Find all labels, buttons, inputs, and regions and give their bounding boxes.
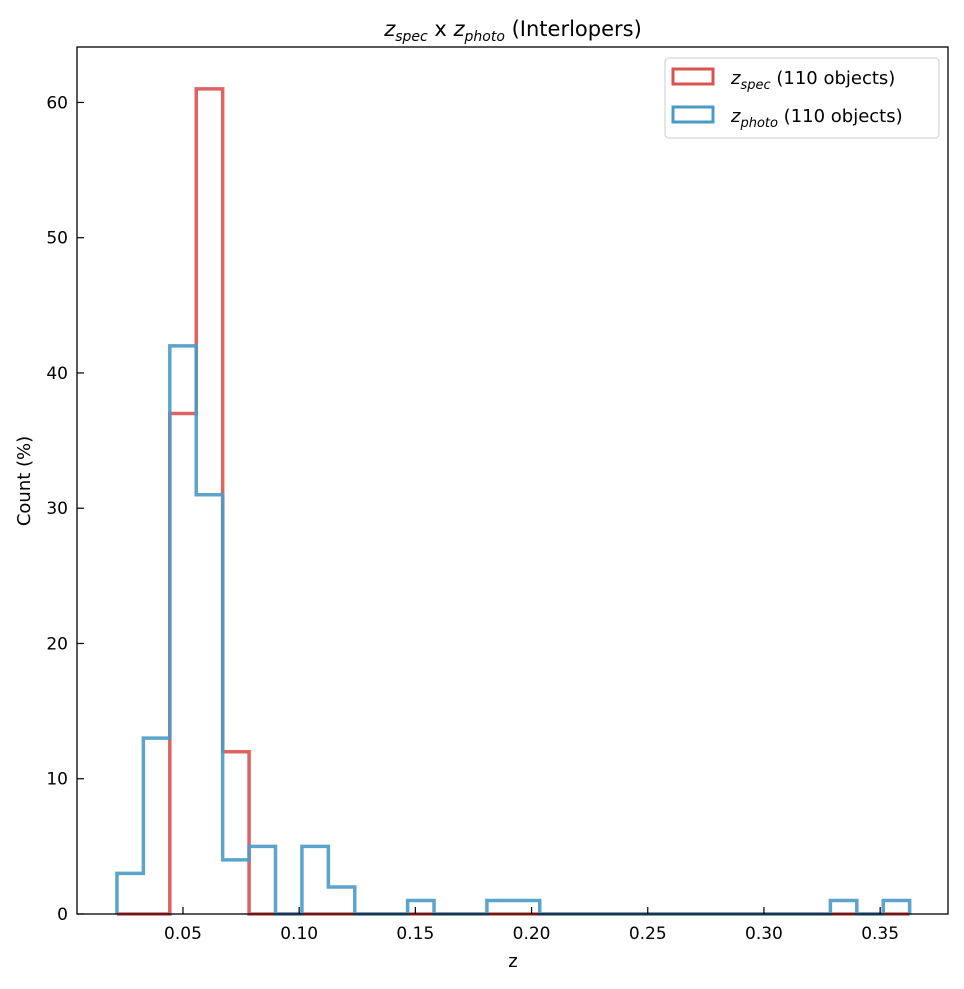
- step-line-z_spec: [116, 87, 910, 916]
- y-tick-label: 40: [46, 364, 68, 384]
- histogram-bin-z_photo: [117, 873, 143, 914]
- legend: zspec (110 objects) zphoto (110 objects): [664, 57, 940, 139]
- x-tick-label: 0.25: [629, 924, 667, 944]
- histogram-bin-z_spec: [170, 414, 196, 914]
- y-tick-label: 30: [46, 499, 68, 519]
- y-tick-label: 60: [46, 93, 68, 113]
- y-tick-label: 0: [57, 905, 68, 925]
- x-tick-label: 0.20: [513, 924, 551, 944]
- histogram-bin-z_photo: [408, 900, 434, 914]
- x-tick-label: 0.15: [396, 924, 434, 944]
- histogram-bin-z_photo: [487, 900, 513, 914]
- histogram-steps: [115, 87, 912, 916]
- histogram-bin-z_photo: [249, 846, 275, 914]
- chart-title: zspec x zphoto (Interlopers): [383, 17, 642, 45]
- histogram-bin-z_spec: [223, 752, 249, 914]
- histogram-bin-z_photo: [513, 900, 539, 914]
- histogram-bin-z_photo: [302, 846, 328, 914]
- x-tick-label: 0.05: [164, 924, 202, 944]
- x-axis-label: z: [508, 951, 517, 972]
- legend-label-spec: zspec (110 objects): [730, 68, 895, 93]
- y-tick-label: 20: [46, 634, 68, 654]
- y-tick-label: 50: [46, 229, 68, 249]
- step-line-z_photo: [115, 344, 912, 916]
- histogram-bin-z_photo: [328, 887, 354, 914]
- histogram-bin-z_photo: [143, 738, 169, 914]
- y-tick-label: 10: [46, 770, 68, 790]
- histogram-bin-z_photo: [830, 900, 856, 914]
- histogram-bin-z_photo: [196, 495, 222, 914]
- legend-label-photo: zphoto (110 objects): [730, 106, 903, 131]
- legend-swatch-spec: [671, 67, 715, 86]
- x-tick-label: 0.35: [861, 924, 899, 944]
- histogram-bin-z_photo: [223, 860, 249, 914]
- histogram-bin-z_photo: [883, 900, 909, 914]
- x-tick-label: 0.30: [745, 924, 783, 944]
- legend-swatch-photo: [671, 105, 715, 124]
- axis-ticks: 0.05 0.10 0.15 0.20 0.25 0.30 0.35 0 10 20 30 40 50 6…: [46, 93, 899, 944]
- plot-frame: [76, 46, 949, 915]
- x-tick-label: 0.10: [280, 924, 318, 944]
- histogram-bin-z_spec: [196, 89, 222, 914]
- histogram-bin-z_photo: [170, 346, 196, 914]
- y-axis-label: Count (%): [14, 436, 35, 526]
